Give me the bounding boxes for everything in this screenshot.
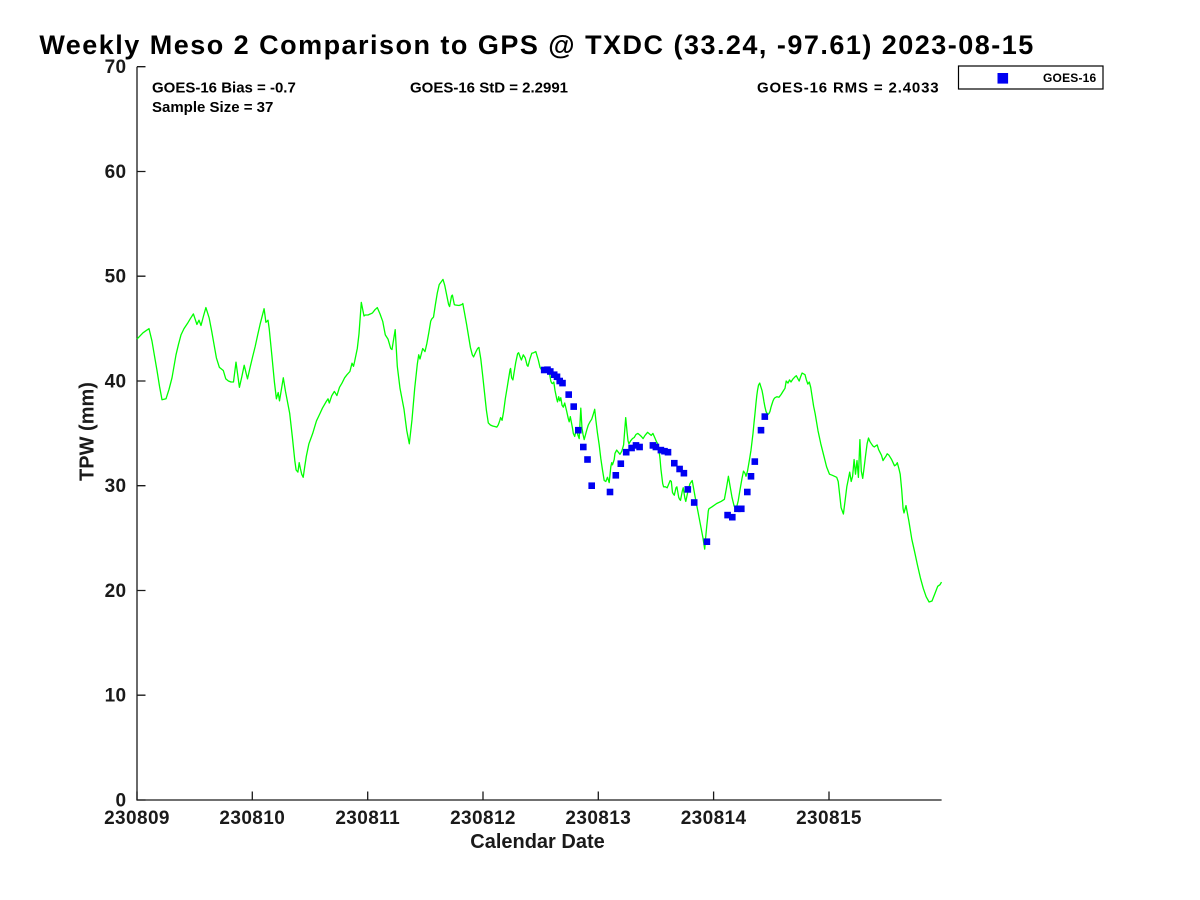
svg-text:50: 50 <box>105 267 127 288</box>
svg-text:Calendar Date: Calendar Date <box>470 831 605 853</box>
svg-text:40: 40 <box>105 371 127 392</box>
svg-text:230809: 230809 <box>104 808 170 829</box>
svg-text:Weekly Meso 2 Comparison to GP: Weekly Meso 2 Comparison to GPS @ TXDC (… <box>39 30 1034 60</box>
svg-text:GOES-16 StD = 2.2991: GOES-16 StD = 2.2991 <box>410 80 568 97</box>
svg-text:230815: 230815 <box>796 808 862 829</box>
svg-text:70: 70 <box>105 57 127 78</box>
svg-text:230811: 230811 <box>335 808 400 829</box>
svg-text:10: 10 <box>105 686 127 707</box>
svg-text:GOES-16: GOES-16 <box>1043 71 1097 85</box>
svg-text:0: 0 <box>116 790 127 811</box>
svg-text:GOES-16 RMS = 2.4033: GOES-16 RMS = 2.4033 <box>757 80 940 97</box>
svg-text:GOES-16 Bias = -0.7: GOES-16 Bias = -0.7 <box>152 80 296 97</box>
svg-text:230812: 230812 <box>450 808 516 829</box>
svg-text:230814: 230814 <box>681 808 747 829</box>
svg-text:20: 20 <box>105 581 127 602</box>
svg-text:30: 30 <box>105 476 127 497</box>
svg-text:TPW (mm): TPW (mm) <box>77 382 99 481</box>
svg-text:60: 60 <box>105 162 127 183</box>
svg-text:230810: 230810 <box>219 808 285 829</box>
svg-text:Sample Size = 37: Sample Size = 37 <box>152 99 273 116</box>
svg-text:230813: 230813 <box>565 808 631 829</box>
